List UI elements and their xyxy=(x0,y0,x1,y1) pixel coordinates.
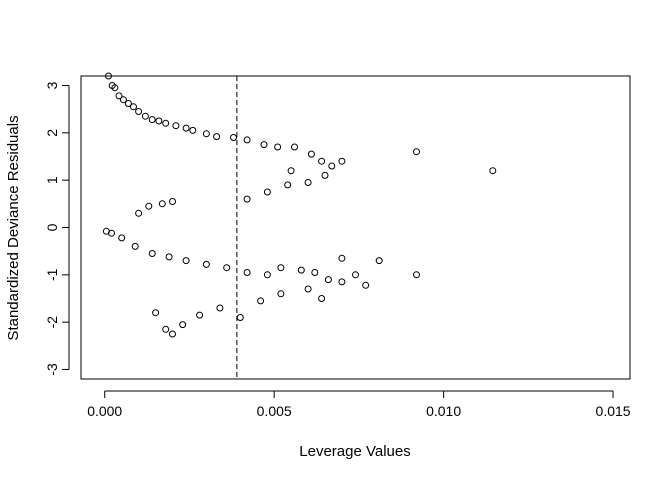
data-point xyxy=(202,260,210,268)
data-point xyxy=(287,167,295,175)
data-point xyxy=(375,257,383,265)
data-point xyxy=(223,264,231,272)
data-point xyxy=(162,325,170,333)
data-point xyxy=(324,276,332,284)
data-point xyxy=(172,122,180,130)
data-point xyxy=(274,143,282,151)
y-tick-label: -3 xyxy=(44,363,60,376)
data-point xyxy=(115,92,123,100)
data-point xyxy=(243,136,251,144)
y-tick-label: -1 xyxy=(44,268,60,281)
data-point xyxy=(321,171,329,179)
data-point xyxy=(158,200,166,208)
y-axis-label: Standardized Deviance Residuals xyxy=(5,115,22,340)
data-point xyxy=(152,309,160,317)
data-point xyxy=(352,271,359,279)
data-point xyxy=(148,250,156,257)
data-point xyxy=(189,126,197,134)
data-point xyxy=(257,297,265,305)
data-point xyxy=(304,285,312,293)
data-point xyxy=(284,181,292,189)
plot-frame xyxy=(80,75,631,380)
data-point xyxy=(318,157,326,165)
data-point xyxy=(111,84,119,92)
data-point xyxy=(236,314,244,321)
data-point xyxy=(318,295,326,302)
data-point xyxy=(169,330,176,338)
data-point xyxy=(182,257,190,265)
data-point xyxy=(162,119,170,127)
data-point xyxy=(145,202,153,210)
data-point xyxy=(291,143,298,151)
points-layer xyxy=(102,72,497,338)
data-point xyxy=(119,96,127,104)
data-point xyxy=(196,311,204,319)
data-point xyxy=(413,271,420,279)
x-axis-label: Leverage Values xyxy=(299,443,410,460)
x-tick-label: 0.005 xyxy=(257,403,292,419)
data-point xyxy=(135,108,143,115)
data-point xyxy=(260,141,268,149)
data-point xyxy=(338,157,346,165)
y-tick-label: -2 xyxy=(44,316,60,329)
data-point xyxy=(304,179,312,186)
data-point xyxy=(131,242,139,250)
y-axis: -3 -2 -1 0 1 2 3 xyxy=(44,81,70,376)
data-point xyxy=(165,253,173,261)
x-tick-label: 0.000 xyxy=(87,403,122,419)
data-point xyxy=(141,112,149,120)
data-point xyxy=(362,281,370,289)
data-point xyxy=(155,117,163,125)
data-point xyxy=(148,116,156,124)
data-point xyxy=(213,133,221,141)
data-point xyxy=(135,209,143,217)
data-point xyxy=(328,162,336,170)
data-point xyxy=(243,269,251,276)
y-tick-label: 3 xyxy=(44,81,60,89)
data-point xyxy=(277,264,285,272)
data-point xyxy=(108,229,115,237)
data-point xyxy=(130,103,137,111)
data-point xyxy=(230,134,237,141)
data-point xyxy=(297,266,305,274)
x-tick-label: 0.010 xyxy=(426,403,461,419)
data-point xyxy=(179,321,187,329)
data-point xyxy=(338,254,346,262)
data-point xyxy=(216,304,224,312)
y-tick-label: 1 xyxy=(44,176,60,184)
y-tick-label: 2 xyxy=(44,129,60,137)
data-point xyxy=(263,271,271,279)
data-point xyxy=(311,269,319,276)
data-point xyxy=(307,150,315,158)
data-point xyxy=(243,195,251,203)
data-point xyxy=(263,188,271,196)
data-point xyxy=(277,290,285,298)
data-point xyxy=(338,278,346,286)
data-point xyxy=(118,234,126,242)
x-axis: 0.000 0.005 0.010 0.015 xyxy=(87,390,631,419)
data-point xyxy=(413,148,420,156)
data-point xyxy=(489,167,497,175)
data-point xyxy=(169,198,176,205)
data-point xyxy=(124,100,132,107)
data-point xyxy=(202,130,210,138)
y-tick-label: 0 xyxy=(44,223,60,231)
x-tick-label: 0.015 xyxy=(596,403,631,419)
data-point xyxy=(182,124,190,132)
